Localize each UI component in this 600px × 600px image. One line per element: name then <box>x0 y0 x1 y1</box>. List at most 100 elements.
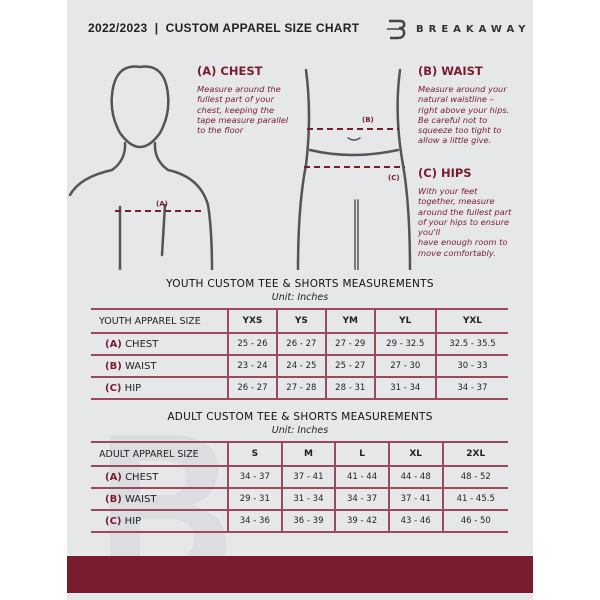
table-cell: 30 - 33 <box>434 355 508 378</box>
table-cell: 36 - 39 <box>280 510 336 533</box>
table-row: (A) CHEST 25 - 26 26 - 27 27 - 29 29 - 32.5 3… <box>91 333 508 356</box>
table-cell: 28 - 31 <box>324 377 375 400</box>
table-cell: 46 - 50 <box>441 510 508 533</box>
table-cell: (B) WAIST <box>91 355 228 378</box>
table-cell: 39 - 42 <box>334 510 389 533</box>
element <box>153 141 214 270</box>
column-header: S <box>227 441 282 467</box>
column-header: YL <box>373 308 436 334</box>
row-name: CHEST <box>125 338 159 350</box>
table-header-row: ADULT APPAREL SIZE S M L XL 2XL <box>91 441 508 467</box>
row-code: (C) <box>105 515 122 527</box>
element <box>347 137 361 141</box>
element: allow a little give. <box>418 135 492 146</box>
column-header: YOUTH APPAREL SIZE <box>91 308 228 334</box>
table-row: (A) CHEST 34 - 37 37 - 41 41 - 44 44 - 48 48 … <box>91 466 508 489</box>
element <box>396 68 412 270</box>
table-cell: 34 - 37 <box>334 488 389 511</box>
table-header-row: YOUTH APPAREL SIZE YXS YS YM YL YXL <box>91 308 508 334</box>
element <box>110 65 170 149</box>
table-cell: 44 - 48 <box>387 466 443 489</box>
lower-body-outline <box>296 68 412 270</box>
row-name: WAIST <box>124 360 157 372</box>
table-cell: 27 - 28 <box>275 377 326 400</box>
brand-name: BREAKAWAY <box>416 23 531 35</box>
element: tape measure parallel <box>197 114 289 125</box>
youth-unit: Unit: Inches <box>271 292 329 303</box>
row-code: (B) <box>105 493 122 505</box>
row-code: (A) <box>105 471 122 483</box>
table-row: (B) WAIST 23 - 24 24 - 25 25 - 27 27 - 30 30 … <box>91 355 508 378</box>
table-cell: 31 - 34 <box>280 488 336 511</box>
adult-unit: Unit: Inches <box>271 425 329 436</box>
column-header: XL <box>387 441 443 467</box>
table-cell: 23 - 24 <box>227 355 277 378</box>
table-cell: 27 - 30 <box>373 355 436 378</box>
column-header: ADULT APPAREL SIZE <box>91 441 228 467</box>
column-header: M <box>280 441 336 467</box>
element: fullest part of your <box>197 94 275 105</box>
waist-description: Measure around your natural waistline – ri… <box>418 84 509 146</box>
element <box>308 148 400 157</box>
table-cell: 25 - 26 <box>227 333 277 356</box>
table-cell: 29 - 31 <box>227 488 282 511</box>
row-code: (A) <box>105 338 122 350</box>
table-cell: 34 - 37 <box>434 377 508 400</box>
row-name: HIP <box>124 515 142 527</box>
waist-heading: (B) WAIST <box>418 64 483 78</box>
table-cell: (B) WAIST <box>91 488 228 511</box>
row-name: WAIST <box>124 493 157 505</box>
breakaway-logo-icon <box>387 19 406 40</box>
table-cell: 27 - 29 <box>324 333 375 356</box>
element: around the fullest part <box>418 206 512 217</box>
column-header: YM <box>324 308 375 334</box>
hips-heading: (C) HIPS <box>418 166 472 180</box>
table-cell: (C) HIP <box>91 377 228 400</box>
element: natural waistline – <box>418 94 494 105</box>
table-cell: (A) CHEST <box>91 466 228 489</box>
adult-size-table: ADULT APPAREL SIZE S M L XL 2XL (A) CHEST 34 -… <box>91 441 508 533</box>
chest-heading: (A) CHEST <box>197 64 263 78</box>
element: of your hips to ensure <box>418 216 510 227</box>
youth-table-title: YOUTH CUSTOM TEE & SHORTS MEASUREMENTS <box>166 278 434 290</box>
row-code: (C) <box>105 382 122 394</box>
element: have enough room to <box>418 237 508 248</box>
element <box>354 199 359 270</box>
hips-description: With your feet together, measure around th… <box>418 186 511 258</box>
element <box>389 19 406 40</box>
element: to the floor <box>197 125 244 136</box>
table-cell: 37 - 41 <box>387 488 443 511</box>
table-cell: 41 - 44 <box>334 466 389 489</box>
page-title: 2022/2023 | CUSTOM APPAREL SIZE CHART <box>88 21 360 35</box>
table-cell: 26 - 27 <box>275 333 326 356</box>
brand-logo: BREAKAWAY <box>386 18 531 40</box>
row-name: HIP <box>124 382 142 394</box>
table-cell: (C) HIP <box>91 510 228 533</box>
table-cell: 24 - 25 <box>275 355 326 378</box>
youth-size-table: YOUTH APPAREL SIZE YXS YS YM YL YXL (A) CHEST… <box>91 308 508 400</box>
element: move comfortably. <box>418 247 496 258</box>
element: you'll <box>418 227 441 238</box>
table-cell: 34 - 36 <box>227 510 282 533</box>
element <box>160 203 167 257</box>
table-cell: 29 - 32.5 <box>373 333 436 356</box>
element <box>68 141 127 197</box>
table-row: (C) HIP 34 - 36 36 - 39 39 - 42 43 - 46 46 - … <box>91 510 508 533</box>
chest-description: Measure around the fullest part of your ch… <box>197 84 288 135</box>
table-cell: 43 - 46 <box>387 510 443 533</box>
table-cell: (A) CHEST <box>91 333 228 356</box>
table-row: (C) HIP 26 - 27 27 - 28 28 - 31 31 - 34 34 - … <box>91 377 508 400</box>
label-b: (B) <box>362 116 374 124</box>
column-header: L <box>334 441 389 467</box>
table-cell: 25 - 27 <box>324 355 375 378</box>
measurement-lines <box>115 128 405 212</box>
column-header: YXS <box>227 308 277 334</box>
element: Measure around your <box>418 84 507 94</box>
label-c: (C) <box>388 174 400 182</box>
element <box>296 68 311 270</box>
label-a: (A) <box>156 200 168 208</box>
table-cell: 37 - 41 <box>280 466 336 489</box>
body-measurement-diagram: (A) (B) (C) <box>68 65 412 270</box>
element: right above your hips. <box>418 104 510 115</box>
element: Measure around the <box>197 84 281 94</box>
